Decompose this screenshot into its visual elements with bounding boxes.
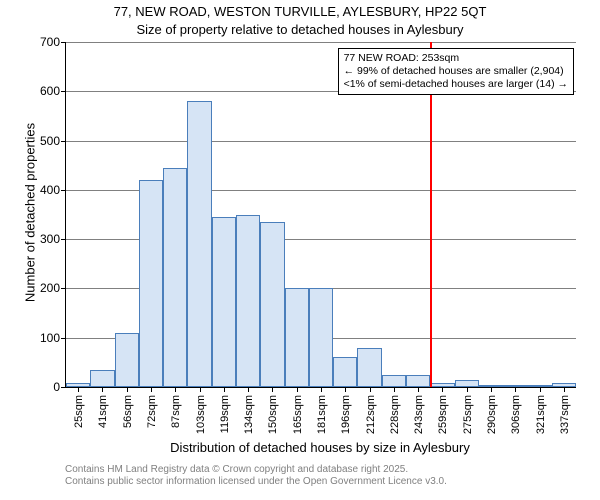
- xtick-mark: [540, 387, 541, 392]
- y-axis-title: Number of detached properties: [23, 113, 38, 313]
- ytick-label: 400: [40, 183, 66, 197]
- xtick-label: 56sqm: [120, 395, 134, 428]
- xtick-mark: [151, 387, 152, 392]
- xtick-mark: [200, 387, 201, 392]
- ytick-label: 0: [53, 380, 66, 394]
- ytick-label: 200: [40, 281, 66, 295]
- ytick-label: 100: [40, 331, 66, 345]
- xtick-label: 243sqm: [411, 395, 425, 434]
- chart-title-line2: Size of property relative to detached ho…: [0, 22, 600, 37]
- histogram-bar: [212, 217, 236, 387]
- xtick-label: 196sqm: [338, 395, 352, 434]
- xtick-label: 103sqm: [193, 395, 207, 434]
- xtick-label: 275sqm: [460, 395, 474, 434]
- plot-area: 010020030040050060070025sqm41sqm56sqm72s…: [65, 42, 576, 388]
- xtick-mark: [321, 387, 322, 392]
- xtick-mark: [442, 387, 443, 392]
- attribution-line1: Contains HM Land Registry data © Crown c…: [65, 464, 447, 476]
- attribution-line2: Contains public sector information licen…: [65, 476, 447, 488]
- histogram-bar: [309, 288, 333, 387]
- xtick-label: 150sqm: [265, 395, 279, 434]
- xtick-label: 25sqm: [71, 395, 85, 428]
- chart-title-line1: 77, NEW ROAD, WESTON TURVILLE, AYLESBURY…: [0, 4, 600, 19]
- histogram-bar: [187, 101, 211, 387]
- xtick-label: 87sqm: [168, 395, 182, 428]
- annotation-line: <1% of semi-detached houses are larger (…: [344, 78, 568, 91]
- histogram-bar: [455, 380, 479, 387]
- xtick-mark: [224, 387, 225, 392]
- xtick-label: 165sqm: [290, 395, 304, 434]
- ytick-label: 500: [40, 134, 66, 148]
- xtick-mark: [272, 387, 273, 392]
- xtick-label: 337sqm: [557, 395, 571, 434]
- histogram-bar: [285, 288, 309, 387]
- xtick-mark: [345, 387, 346, 392]
- xtick-label: 181sqm: [314, 395, 328, 434]
- xtick-label: 321sqm: [533, 395, 547, 434]
- xtick-label: 290sqm: [484, 395, 498, 434]
- x-axis-title: Distribution of detached houses by size …: [65, 440, 575, 455]
- xtick-label: 134sqm: [241, 395, 255, 434]
- annotation-box: 77 NEW ROAD: 253sqm← 99% of detached hou…: [338, 48, 574, 95]
- xtick-mark: [297, 387, 298, 392]
- xtick-mark: [127, 387, 128, 392]
- xtick-label: 41sqm: [95, 395, 109, 428]
- histogram-bar: [333, 357, 357, 387]
- xtick-label: 259sqm: [435, 395, 449, 434]
- xtick-mark: [491, 387, 492, 392]
- ytick-label: 700: [40, 35, 66, 49]
- ytick-label: 600: [40, 84, 66, 98]
- histogram-bar: [163, 168, 187, 387]
- histogram-bar: [260, 222, 284, 387]
- xtick-mark: [418, 387, 419, 392]
- histogram-bar: [406, 375, 430, 387]
- xtick-label: 306sqm: [508, 395, 522, 434]
- xtick-mark: [248, 387, 249, 392]
- xtick-mark: [467, 387, 468, 392]
- xtick-label: 119sqm: [217, 395, 231, 433]
- histogram-bar: [139, 180, 163, 387]
- ytick-label: 300: [40, 232, 66, 246]
- xtick-mark: [564, 387, 565, 392]
- gridline: [66, 42, 576, 43]
- xtick-label: 72sqm: [144, 395, 158, 428]
- xtick-mark: [370, 387, 371, 392]
- histogram-bar: [236, 215, 260, 388]
- annotation-line: ← 99% of detached houses are smaller (2,…: [344, 65, 568, 78]
- gridline: [66, 141, 576, 142]
- annotation-line: 77 NEW ROAD: 253sqm: [344, 52, 568, 65]
- xtick-mark: [102, 387, 103, 392]
- attribution: Contains HM Land Registry data © Crown c…: [65, 464, 447, 488]
- xtick-mark: [515, 387, 516, 392]
- xtick-label: 212sqm: [363, 395, 377, 434]
- histogram-bar: [90, 370, 114, 387]
- xtick-mark: [394, 387, 395, 392]
- xtick-label: 228sqm: [387, 395, 401, 434]
- xtick-mark: [175, 387, 176, 392]
- histogram-bar: [357, 348, 381, 387]
- histogram-bar: [382, 375, 406, 387]
- xtick-mark: [78, 387, 79, 392]
- histogram-bar: [115, 333, 139, 387]
- chart-container: { "title_line1": "77, NEW ROAD, WESTON T…: [0, 0, 600, 500]
